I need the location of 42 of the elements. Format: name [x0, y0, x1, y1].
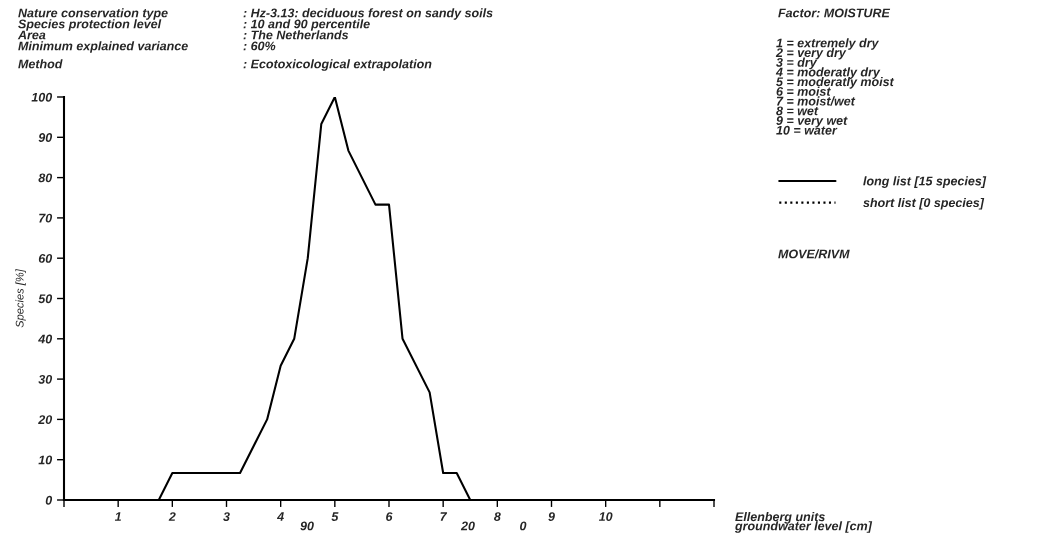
text: : 60%	[243, 41, 276, 51]
y-tick-label: 10	[38, 455, 53, 465]
y-tick-label: 0	[45, 495, 53, 505]
text: Species protection level	[18, 19, 162, 31]
text: Method	[18, 59, 63, 69]
text: Minimum explained variance	[18, 41, 188, 53]
x-tick-label: 7	[440, 512, 448, 521]
text: 90	[300, 521, 314, 531]
x-tick-label: 2	[168, 512, 176, 521]
text: MOVE/RIVM	[778, 249, 850, 259]
text: : 10 and 90 percentile	[243, 19, 370, 31]
text: 10 = water	[776, 125, 838, 135]
text: Factor: MOISTURE	[778, 8, 891, 18]
x-tick-label: 10	[598, 512, 613, 521]
y-axis-title: Species [%]	[15, 268, 26, 328]
text: Area	[17, 30, 46, 40]
legend-label: long list [15 species]	[863, 176, 987, 188]
y-tick-label: 60	[38, 254, 53, 263]
x-tick-label: 8	[494, 512, 501, 521]
text: : Hz-3.13: deciduous forest on sandy soils	[243, 8, 493, 20]
x-tick-label: 4	[276, 512, 284, 521]
text: 7 = moist/wet	[776, 96, 856, 106]
y-tick-label: 50	[38, 294, 53, 304]
x-tick-label: 9	[548, 512, 555, 521]
x-tick-label: 6	[386, 512, 393, 521]
y-tick-label: 20	[38, 415, 53, 425]
legend-label: short list [0 species]	[863, 197, 985, 210]
x-tick-label: 3	[223, 512, 230, 521]
text: 20	[460, 521, 475, 531]
text: : The Netherlands	[243, 30, 349, 40]
text: 0	[520, 521, 527, 531]
y-tick-label: 70	[39, 213, 53, 223]
y-tick-label: 40	[38, 334, 53, 344]
y-tick-label: 30	[38, 374, 53, 384]
y-tick-label: 100	[31, 92, 53, 102]
text: : Ecotoxicological extrapolation	[243, 59, 432, 71]
text: Nature conservation type	[18, 8, 168, 20]
x-tick-label: 5	[331, 512, 339, 521]
y-tick-label: 90	[38, 133, 53, 142]
x-tick-label: 1	[114, 512, 121, 521]
y-tick-label: 80	[38, 173, 53, 183]
text: 8 = wet	[776, 106, 819, 116]
